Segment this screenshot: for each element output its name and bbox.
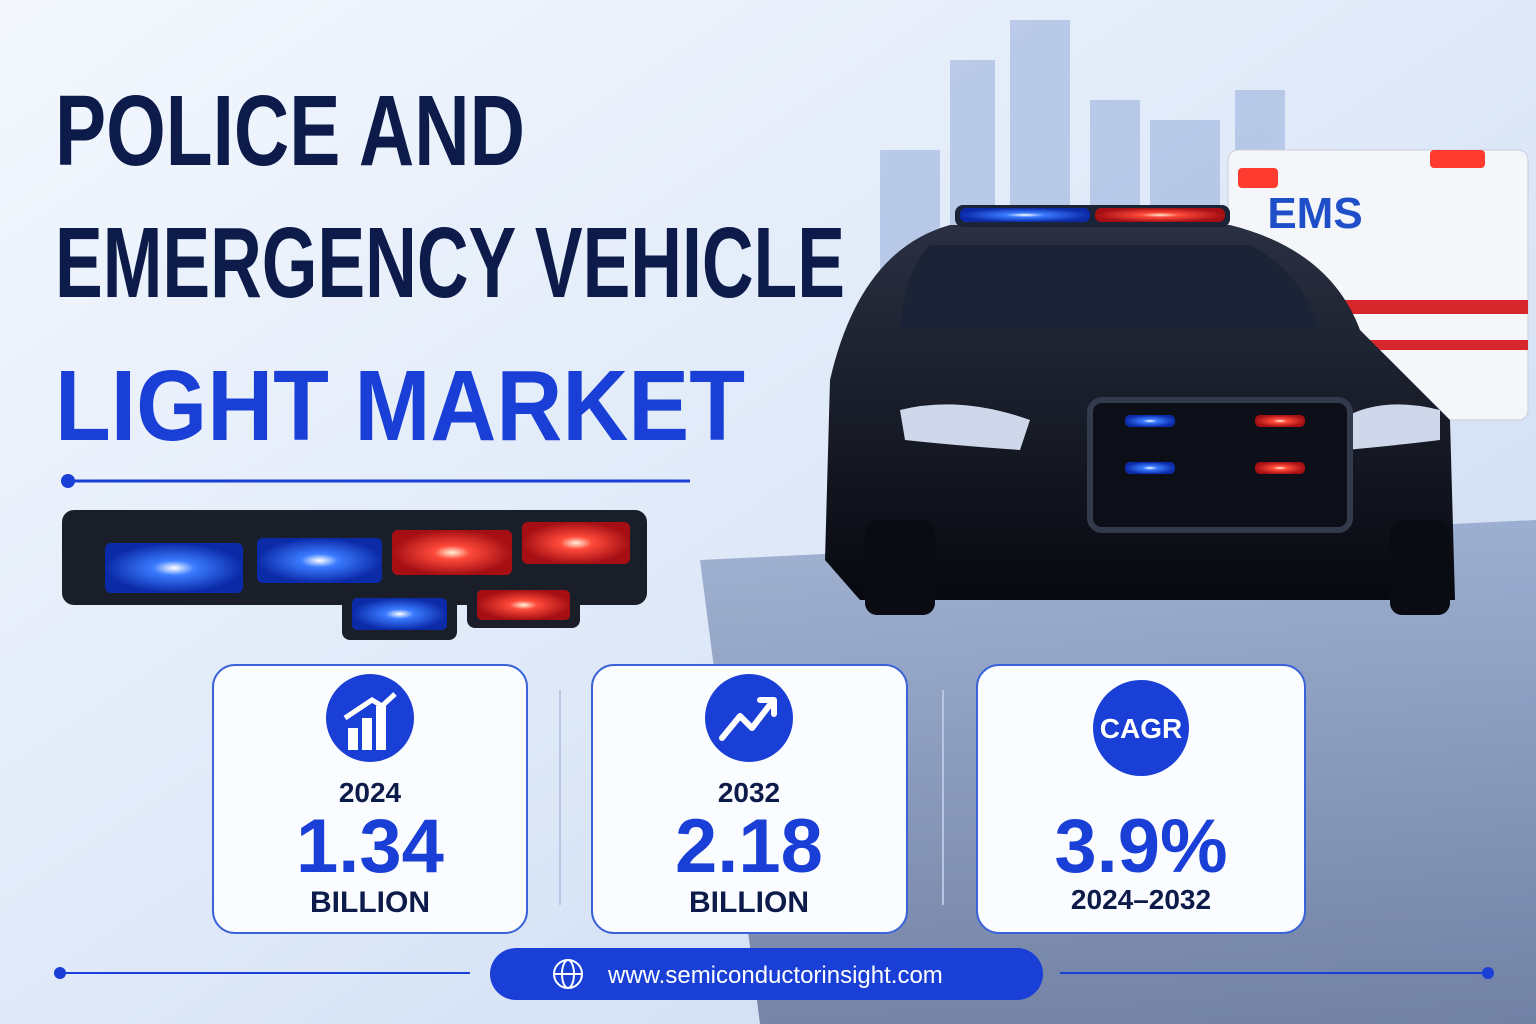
website: www.semiconductorinsight.com xyxy=(607,962,943,989)
title-line: EMERGENCY VEHICLE xyxy=(55,207,845,319)
stat-value: 3.9% xyxy=(1054,804,1227,889)
stat-badge: CAGR xyxy=(1100,713,1182,744)
footer-dot xyxy=(1482,967,1494,979)
stat-period: 2024–2032 xyxy=(1071,884,1211,915)
title-line: POLICE AND xyxy=(55,75,525,187)
stat-unit: BILLION xyxy=(689,886,809,919)
stat-year: 2032 xyxy=(718,777,780,808)
globe-icon xyxy=(553,959,583,989)
footer-dot xyxy=(54,967,66,979)
ambulance-label: EMS xyxy=(1267,189,1362,238)
stat-value: 1.34 xyxy=(296,804,444,889)
stat-year: 2024 xyxy=(339,777,402,808)
police-car xyxy=(825,205,1455,615)
divider-dot xyxy=(61,474,75,488)
website-pill xyxy=(490,948,1043,1000)
title-line: LIGHT MARKET xyxy=(55,350,745,462)
stat-unit: BILLION xyxy=(310,886,430,919)
stat-card: 2032 2.18 BILLION xyxy=(591,664,908,934)
stat-card: CAGR 3.9% 2024–2032 xyxy=(976,664,1306,934)
light-bar xyxy=(62,510,647,640)
stat-value: 2.18 xyxy=(675,804,823,889)
stat-card: 2024 1.34 BILLION xyxy=(212,664,528,934)
